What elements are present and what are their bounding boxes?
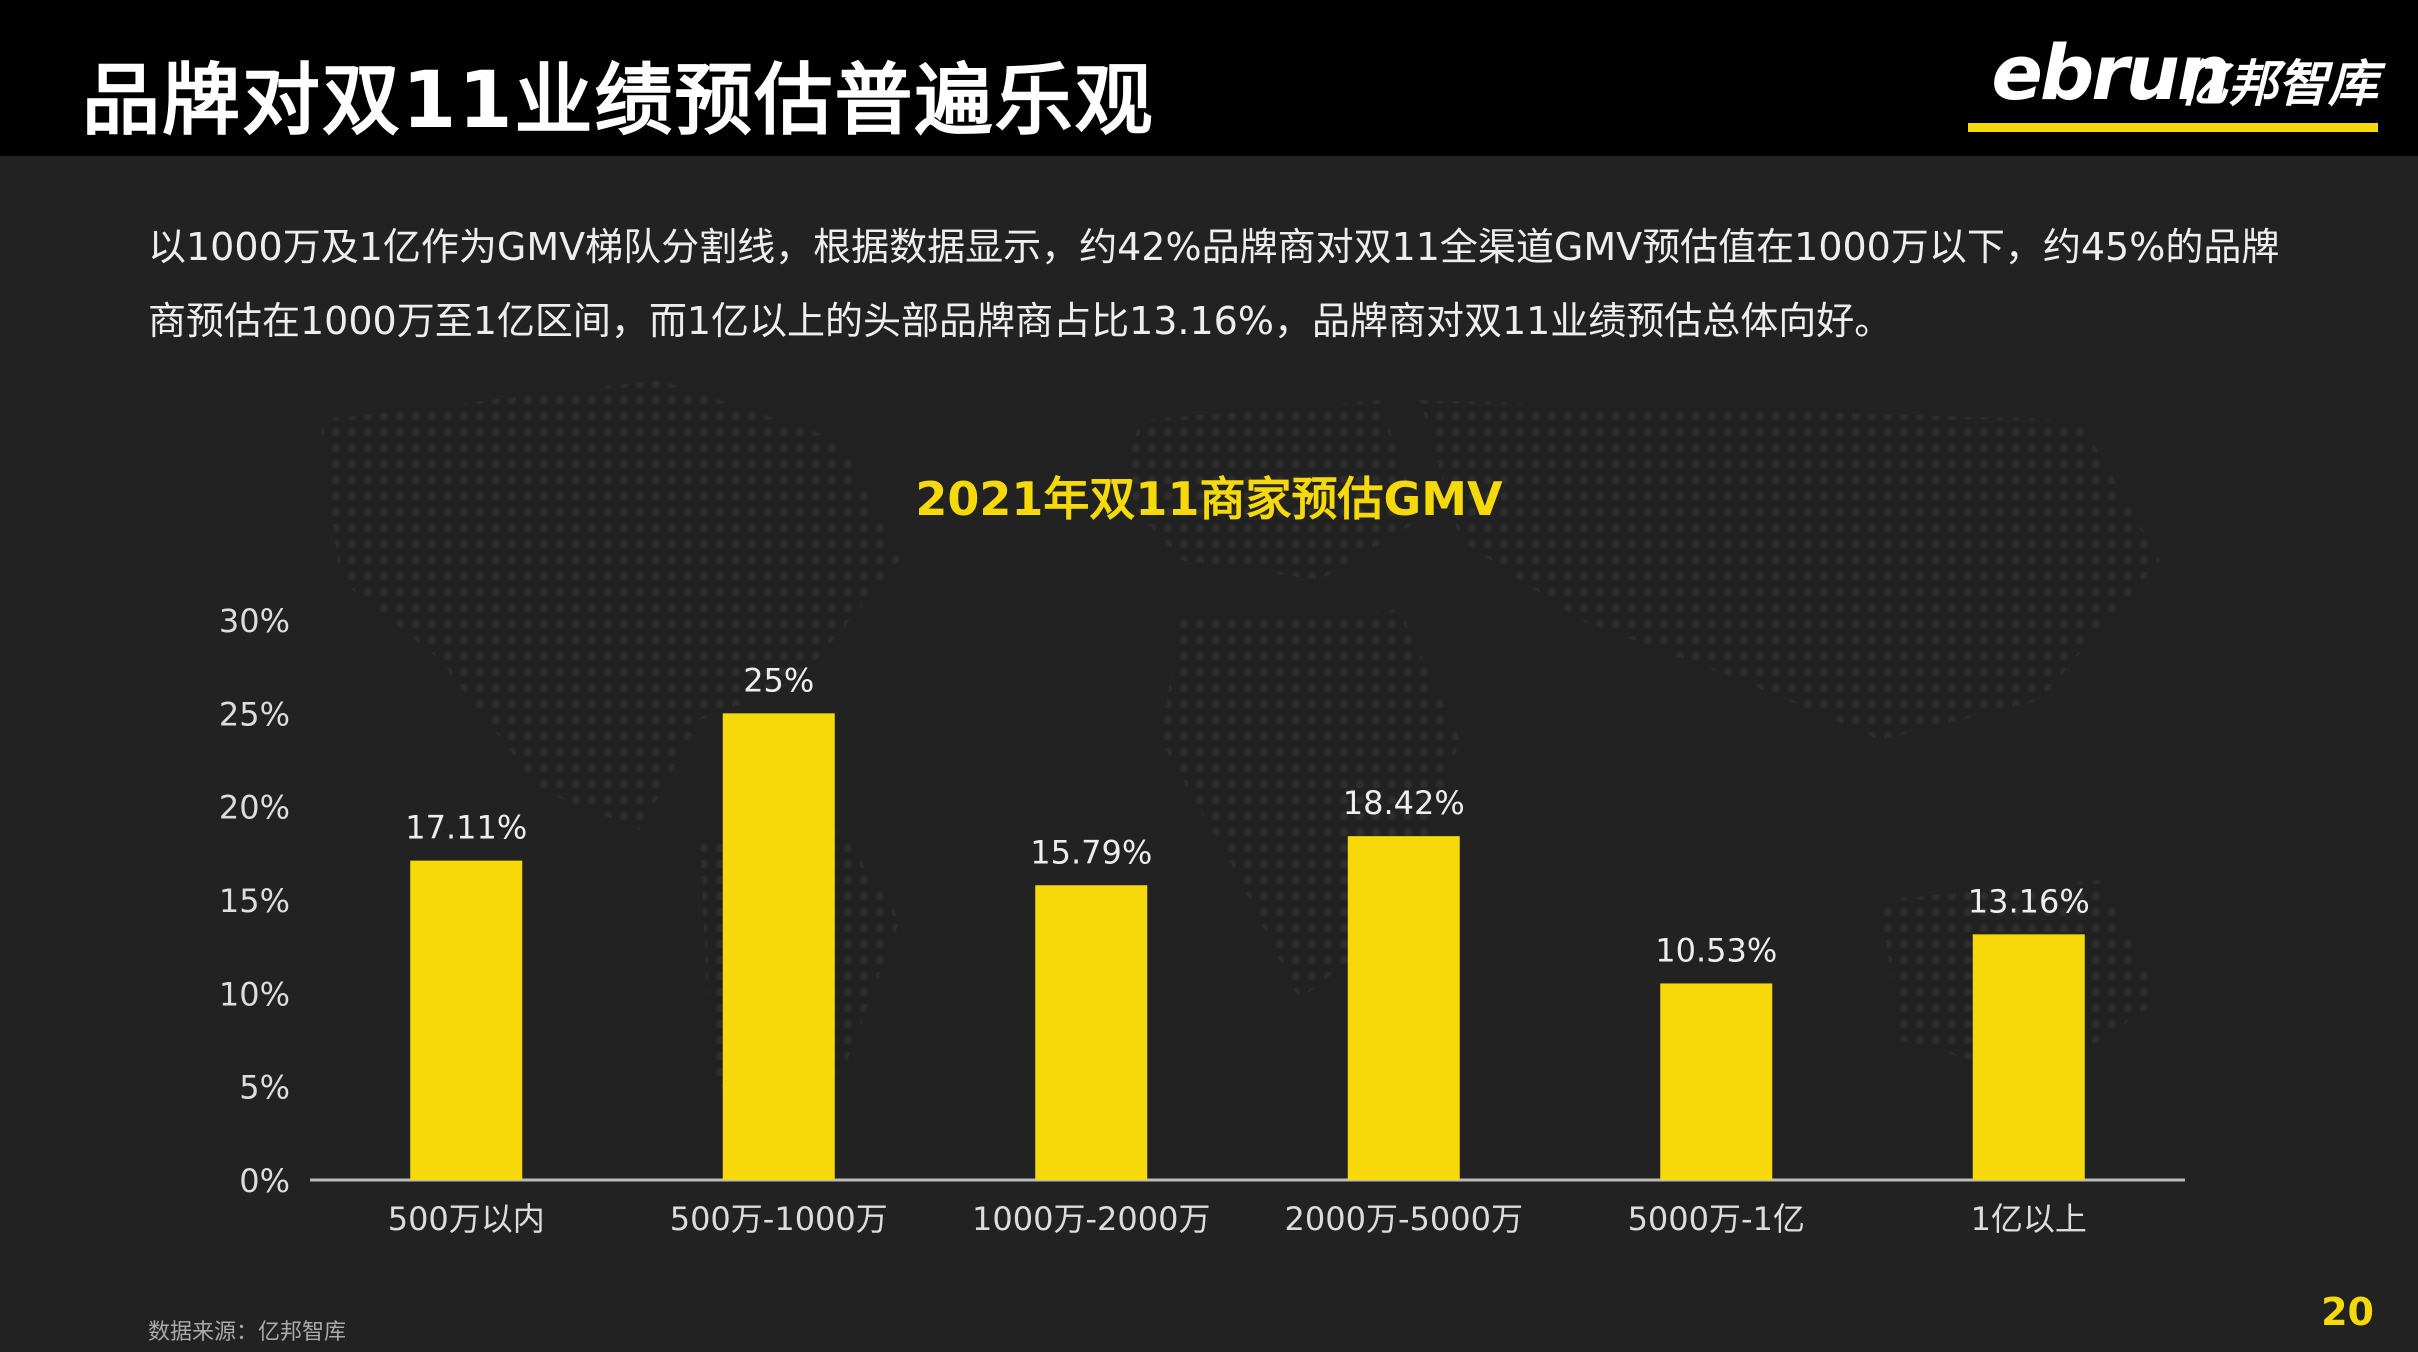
y-tick-label: 15% [219, 882, 290, 920]
description-text: 以1000万及1亿作为GMV梯队分割线，根据数据显示，约42%品牌商对双11全渠… [148, 225, 2280, 343]
data-source-note: 数据来源：亿邦智库 [148, 1320, 347, 1345]
bar-value-label: 10.53% [1655, 931, 1777, 969]
y-tick-label: 10% [219, 975, 290, 1013]
bar [1035, 885, 1148, 1180]
y-tick-label: 25% [219, 695, 290, 733]
bar-value-label: 13.16% [1968, 882, 2090, 920]
chart-title: 2021年双11商家预估GMV [915, 472, 1503, 526]
bar [1972, 934, 2085, 1180]
x-tick-label: 5000万-1亿 [1628, 1200, 1805, 1238]
bar [722, 713, 835, 1180]
bar [1347, 836, 1460, 1180]
x-tick-label: 1亿以上 [1971, 1200, 2087, 1238]
brand-logo: ebrun 亿邦智库 [1958, 22, 2378, 132]
logo-underline [1968, 123, 2378, 132]
bar-value-label: 18.42% [1343, 784, 1465, 822]
bar-value-label: 15.79% [1030, 833, 1152, 871]
x-tick-label: 1000万-2000万 [972, 1200, 1210, 1238]
x-tick-label: 2000万-5000万 [1285, 1200, 1523, 1238]
y-tick-label: 5% [239, 1069, 290, 1107]
bar-value-label: 17.11% [405, 809, 527, 847]
x-tick-label: 500万以内 [388, 1200, 545, 1238]
y-tick-label: 0% [239, 1162, 290, 1200]
header-bar: 品牌对双11业绩预估普遍乐观 ebrun 亿邦智库 [0, 0, 2418, 156]
logo-latin-text: ebrun [1991, 28, 2231, 117]
page-title: 品牌对双11业绩预估普遍乐观 [82, 56, 1155, 146]
bar [410, 860, 523, 1180]
y-tick-label: 20% [219, 789, 290, 827]
logo-chinese-text: 亿邦智库 [2178, 55, 2378, 113]
bar-value-label: 25% [743, 661, 814, 699]
x-tick-label: 500万-1000万 [670, 1200, 888, 1238]
world-map-dots-background [320, 380, 2160, 1180]
bar [1660, 983, 1773, 1180]
y-tick-label: 30% [219, 602, 290, 640]
page-number: 20 [2321, 1290, 2374, 1334]
